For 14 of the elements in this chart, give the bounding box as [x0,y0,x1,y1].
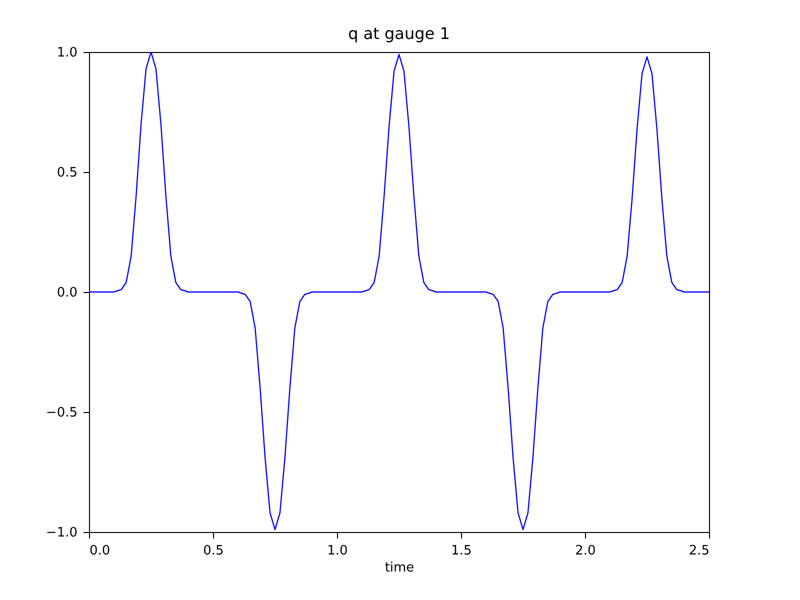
x-tick-label: 1.5 [451,544,472,558]
y-tick-label: 0.5 [56,166,78,180]
x-tick-label: 2.0 [575,544,596,558]
y-tick-label: 0.0 [56,286,78,300]
x-axis-title: time [384,560,414,576]
y-tick-label: 1.0 [56,46,78,60]
x-tick-label: 0.5 [203,544,224,558]
x-tick-label: 1.0 [327,544,348,558]
line-series [89,52,709,530]
y-tick-label: −0.5 [46,406,78,420]
x-tick-label: 2.5 [688,544,710,558]
x-tick-label: 0.0 [90,544,110,558]
chart-title: q at gauge 1 [348,24,450,43]
y-tick-label: −1.0 [46,526,78,540]
